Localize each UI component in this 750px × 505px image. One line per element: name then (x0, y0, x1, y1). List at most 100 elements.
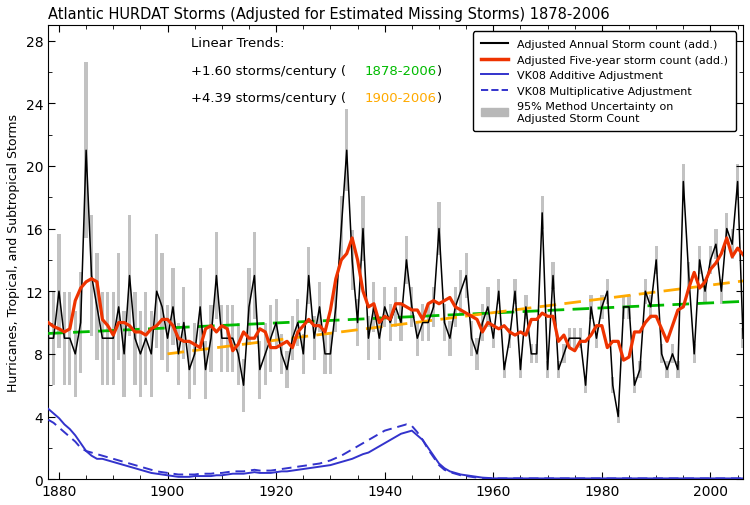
Text: +1.60 storms/century (: +1.60 storms/century ( (190, 64, 346, 77)
Bar (274, 299, 278, 346)
Bar (253, 233, 256, 319)
Bar (508, 328, 512, 348)
Bar (736, 164, 740, 200)
Text: 1900-2006: 1900-2006 (364, 91, 436, 105)
Bar (220, 305, 224, 372)
Bar (556, 361, 560, 378)
Bar (302, 334, 305, 375)
Bar (644, 279, 647, 304)
Bar (345, 110, 348, 191)
Bar (535, 345, 538, 364)
Bar (628, 295, 631, 319)
Bar (280, 334, 284, 375)
Bar (573, 328, 577, 348)
Bar (362, 196, 364, 262)
Bar (660, 345, 663, 364)
Legend: Adjusted Annual Storm count (add.), Adjusted Five-year storm count (add.), VK08 : Adjusted Annual Storm count (add.), Adju… (473, 32, 736, 131)
Bar (568, 328, 571, 348)
Bar (236, 323, 240, 385)
Bar (584, 378, 587, 393)
Bar (622, 295, 626, 319)
Bar (79, 273, 82, 373)
Bar (57, 235, 61, 348)
Bar (454, 287, 457, 327)
Bar (486, 287, 490, 327)
Bar (742, 328, 745, 348)
Bar (171, 269, 175, 345)
Bar (63, 292, 66, 385)
Bar (388, 304, 392, 342)
Bar (421, 304, 424, 342)
Bar (100, 292, 104, 385)
Bar (74, 311, 77, 397)
Bar (606, 279, 609, 304)
Bar (633, 378, 636, 393)
Bar (481, 304, 484, 342)
Bar (150, 311, 153, 397)
Bar (177, 323, 180, 385)
Bar (519, 361, 522, 378)
Bar (514, 279, 517, 304)
Bar (193, 323, 196, 385)
Bar (595, 328, 598, 348)
Bar (117, 254, 120, 361)
Bar (188, 341, 191, 399)
Bar (655, 246, 658, 274)
Bar (318, 282, 321, 332)
Bar (670, 345, 674, 364)
Bar (106, 292, 109, 385)
Bar (578, 328, 582, 348)
Bar (665, 361, 669, 378)
Bar (128, 216, 131, 336)
Bar (328, 334, 332, 375)
Bar (394, 287, 398, 327)
Bar (410, 287, 413, 327)
Text: 1878-2006: 1878-2006 (364, 64, 436, 77)
Bar (682, 164, 685, 200)
Bar (313, 317, 316, 361)
Bar (442, 304, 446, 342)
Bar (687, 263, 691, 289)
Bar (638, 361, 641, 378)
Bar (367, 317, 370, 361)
Bar (704, 279, 706, 304)
Bar (264, 323, 267, 385)
Bar (416, 321, 419, 356)
Bar (134, 292, 136, 385)
Bar (166, 305, 170, 372)
Bar (52, 292, 56, 385)
Text: Linear Trends:: Linear Trends: (190, 37, 284, 50)
Bar (334, 282, 338, 332)
Text: +4.39 storms/century (: +4.39 storms/century ( (190, 91, 346, 105)
Bar (226, 305, 229, 372)
Bar (68, 292, 71, 385)
Bar (437, 203, 441, 256)
Bar (464, 254, 468, 298)
Text: ): ) (437, 64, 442, 77)
Bar (546, 361, 549, 378)
Bar (350, 231, 354, 290)
Bar (497, 279, 500, 304)
Bar (600, 295, 604, 319)
Bar (122, 311, 126, 397)
Bar (144, 292, 148, 385)
Bar (400, 304, 403, 342)
Text: Atlantic HURDAT Storms (Adjusted for Estimated Missing Storms) 1878-2006: Atlantic HURDAT Storms (Adjusted for Est… (48, 7, 610, 22)
Bar (709, 246, 712, 274)
Bar (541, 197, 544, 230)
Bar (285, 351, 289, 388)
Bar (448, 321, 452, 356)
Bar (650, 295, 652, 319)
Bar (725, 214, 728, 245)
Bar (90, 216, 93, 336)
Text: ): ) (437, 91, 442, 105)
Bar (530, 345, 533, 364)
Bar (356, 299, 359, 346)
Bar (46, 292, 50, 385)
Bar (242, 359, 245, 412)
Bar (476, 338, 478, 371)
Bar (258, 341, 262, 399)
Bar (323, 334, 327, 375)
Bar (296, 299, 299, 346)
Bar (459, 270, 462, 313)
